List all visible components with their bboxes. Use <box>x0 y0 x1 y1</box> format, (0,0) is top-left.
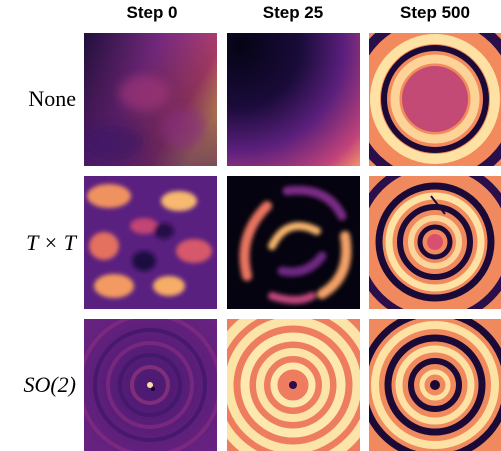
panel <box>227 33 360 166</box>
figure: Step 0 Step 25 Step 500 None T × T SO(2) <box>0 0 501 451</box>
row-label: None <box>28 86 76 111</box>
row-label: T × T <box>26 230 78 255</box>
panel <box>80 315 220 451</box>
row-label: SO(2) <box>23 372 76 397</box>
panel <box>84 176 217 309</box>
panel <box>357 164 501 320</box>
panel <box>84 33 217 166</box>
column-header: Step 0 <box>126 3 177 22</box>
panel <box>213 305 373 451</box>
panel <box>227 176 360 309</box>
column-header: Step 500 <box>400 3 470 22</box>
panel <box>351 15 501 183</box>
panel <box>363 313 501 451</box>
column-header: Step 25 <box>263 3 323 22</box>
